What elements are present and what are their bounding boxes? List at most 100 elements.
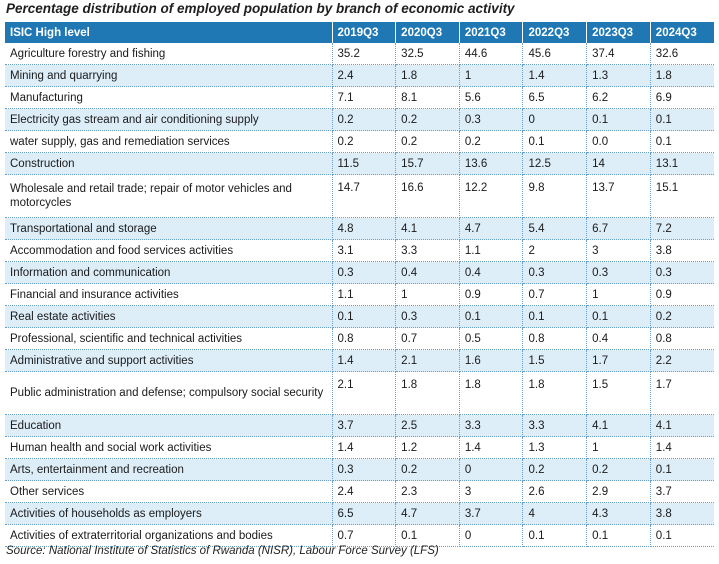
value-cell: 1 xyxy=(586,436,651,459)
value-cell: 0.3 xyxy=(586,261,651,284)
value-cell: 0.2 xyxy=(332,130,397,153)
value-cell: 2.4 xyxy=(332,480,397,503)
value-cell: 1 xyxy=(395,283,460,306)
value-cell: 1.4 xyxy=(332,436,397,459)
row-label-cell: Accommodation and food services activiti… xyxy=(5,239,333,262)
value-cell: 3.8 xyxy=(650,239,714,262)
value-cell: 0.4 xyxy=(586,327,651,350)
value-cell: 2.4 xyxy=(332,64,397,87)
value-cell: 44.6 xyxy=(459,43,524,65)
table-row: Wholesale and retail trade; repair of mo… xyxy=(5,174,714,218)
employment-distribution-table: ISIC High level 2019Q3 2020Q3 2021Q3 202… xyxy=(5,22,714,547)
value-cell: 13.1 xyxy=(650,152,714,175)
table-row: Construction 11.5 15.7 13.6 12.5 14 13.1 xyxy=(5,152,714,175)
value-cell: 3.1 xyxy=(332,239,397,262)
value-cell: 15.7 xyxy=(395,152,460,175)
value-cell: 1.4 xyxy=(332,349,397,372)
table-row: Human health and social work activities 1… xyxy=(5,436,714,459)
value-cell: 0.1 xyxy=(395,524,460,547)
value-cell: 0.8 xyxy=(332,327,397,350)
table-row: Financial and insurance activities 1.1 1 0.… xyxy=(5,283,714,306)
value-cell: 9.8 xyxy=(522,174,588,218)
value-cell: 0.4 xyxy=(395,261,460,284)
value-cell: 6.5 xyxy=(332,502,397,525)
data-table-container: ISIC High level 2019Q3 2020Q3 2021Q3 202… xyxy=(5,22,714,547)
value-cell: 1.7 xyxy=(586,349,651,372)
table-row: Administrative and support activities 1.4… xyxy=(5,349,714,372)
value-cell: 0.1 xyxy=(586,305,651,328)
value-cell: 0.8 xyxy=(650,327,714,350)
value-cell: 2.9 xyxy=(586,480,651,503)
value-cell: 0.3 xyxy=(650,261,714,284)
value-cell: 0.9 xyxy=(650,283,714,306)
value-cell: 0.2 xyxy=(395,130,460,153)
table-row: Education 3.7 2.5 3.3 3.3 4.1 4.1 xyxy=(5,414,714,437)
row-label-cell: Transportational and storage xyxy=(5,217,333,240)
value-cell: 1.2 xyxy=(395,436,460,459)
table-row: Transportational and storage 4.8 4.1 4.7 5.4… xyxy=(5,217,714,240)
value-cell: 6.9 xyxy=(650,86,714,109)
value-cell: 0.2 xyxy=(395,458,460,481)
row-label-cell: Real estate activities xyxy=(5,305,333,328)
value-cell: 32.5 xyxy=(395,43,460,65)
value-cell: 0.9 xyxy=(459,283,524,306)
value-cell: 0.1 xyxy=(586,524,651,547)
row-label-cell: Information and communication xyxy=(5,261,333,284)
table-header-row: ISIC High level 2019Q3 2020Q3 2021Q3 202… xyxy=(5,22,714,43)
value-cell: 0.1 xyxy=(522,130,588,153)
value-cell: 1.8 xyxy=(459,371,524,415)
value-cell: 6.2 xyxy=(586,86,651,109)
value-cell: 1.3 xyxy=(522,436,588,459)
row-label-cell: Financial and insurance activities xyxy=(5,283,333,306)
table-row: Professional, scientific and technical a… xyxy=(5,327,714,350)
value-cell: 0.2 xyxy=(650,305,714,328)
value-cell: 0.3 xyxy=(332,458,397,481)
value-cell: 7.2 xyxy=(650,217,714,240)
value-cell: 4.1 xyxy=(395,217,460,240)
value-cell: 0.1 xyxy=(650,458,714,481)
value-cell: 1 xyxy=(459,64,524,87)
value-cell: 1.1 xyxy=(332,283,397,306)
value-cell: 1.5 xyxy=(586,371,651,415)
row-label-cell: Education xyxy=(5,414,333,437)
value-cell: 1.8 xyxy=(650,64,714,87)
value-cell: 1 xyxy=(586,283,651,306)
table-row: Accommodation and food services activiti… xyxy=(5,239,714,262)
table-row: Agriculture forestry and fishing 35.2 32.5… xyxy=(5,43,714,65)
value-cell: 4.1 xyxy=(650,414,714,437)
value-cell: 0.1 xyxy=(332,305,397,328)
row-label-cell: Administrative and support activities xyxy=(5,349,333,372)
value-cell: 0 xyxy=(459,458,524,481)
value-cell: 1.5 xyxy=(522,349,588,372)
row-label-cell: Arts, entertainment and recreation xyxy=(5,458,333,481)
value-cell: 1.4 xyxy=(522,64,588,87)
value-cell: 0.2 xyxy=(332,108,397,131)
value-cell: 4.8 xyxy=(332,217,397,240)
value-cell: 0 xyxy=(522,108,588,131)
row-label-cell: Mining and quarrying xyxy=(5,64,333,87)
value-cell: 13.7 xyxy=(586,174,651,218)
value-cell: 1.8 xyxy=(522,371,588,415)
value-cell: 15.1 xyxy=(650,174,714,218)
row-label-cell: Other services xyxy=(5,480,333,503)
table-row: Other services 2.4 2.3 3 2.6 2.9 3.7 xyxy=(5,480,714,503)
value-cell: 0.3 xyxy=(459,108,524,131)
value-cell: 1.4 xyxy=(459,436,524,459)
value-cell: 3 xyxy=(459,480,524,503)
table-row: Activities of extraterritorial organizat… xyxy=(5,524,714,547)
table-caption: Percentage distribution of employed popu… xyxy=(6,1,515,16)
value-cell: 2.6 xyxy=(522,480,588,503)
row-label-cell: Activities of households as employers xyxy=(5,502,333,525)
row-label-cell: Agriculture forestry and fishing xyxy=(5,43,333,65)
value-cell: 0.4 xyxy=(459,261,524,284)
value-cell: 14 xyxy=(586,152,651,175)
table-row: water supply, gas and remediation servic… xyxy=(5,130,714,153)
value-cell: 3.3 xyxy=(459,414,524,437)
value-cell: 0.3 xyxy=(332,261,397,284)
header-2020q3: 2020Q3 xyxy=(395,22,460,43)
value-cell: 0.1 xyxy=(522,524,588,547)
value-cell: 5.4 xyxy=(522,217,588,240)
value-cell: 4.1 xyxy=(586,414,651,437)
table-row: Activities of households as employers 6.5… xyxy=(5,502,714,525)
value-cell: 2 xyxy=(522,239,588,262)
